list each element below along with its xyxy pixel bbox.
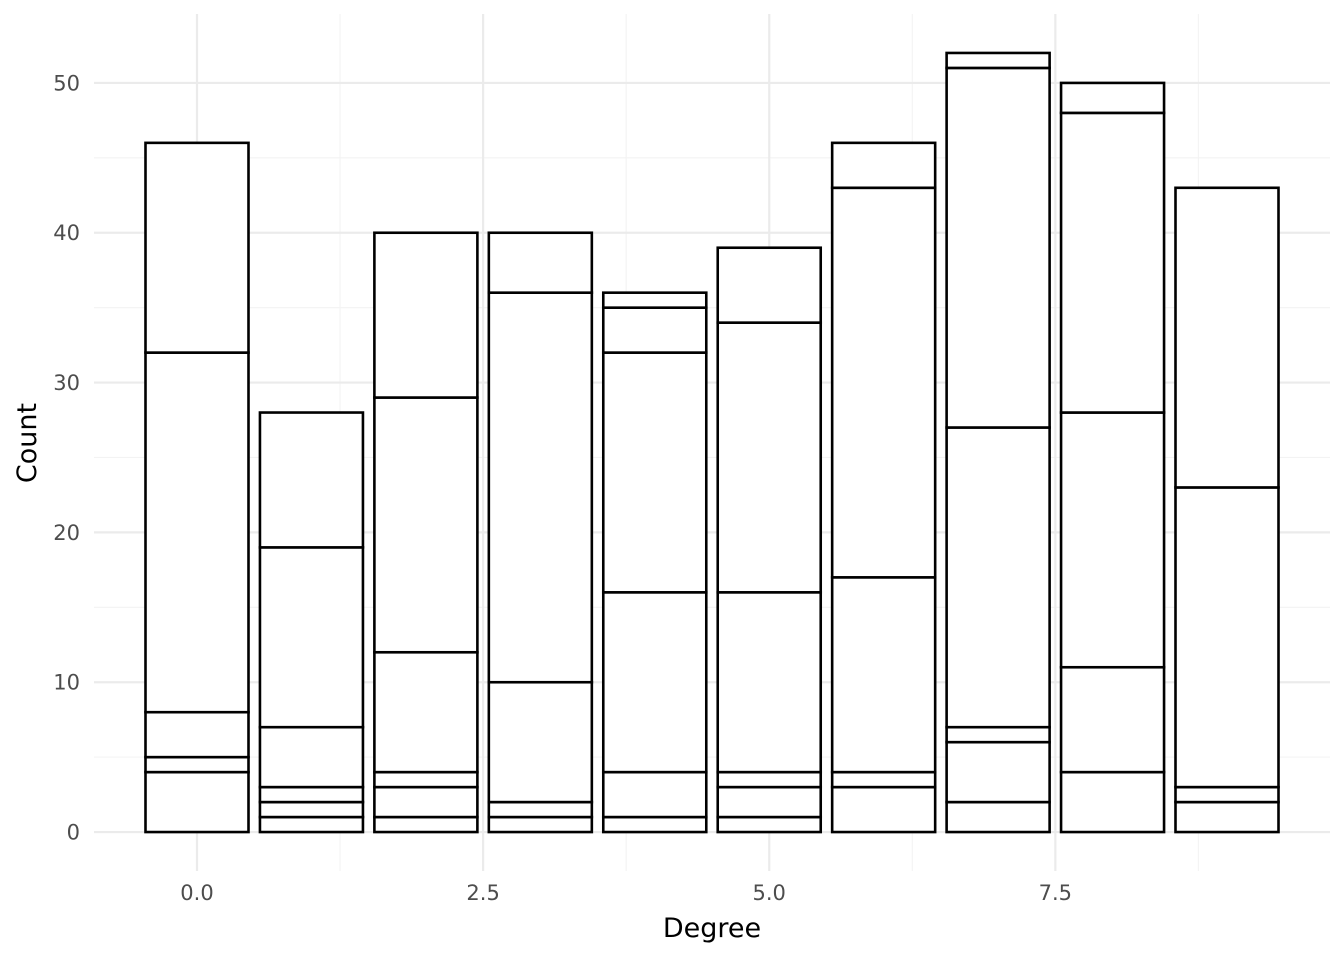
bar-stack: [601, 291, 708, 834]
bar-stack: [1174, 186, 1280, 834]
bar-segment: [830, 770, 937, 789]
bar-stack: [945, 51, 1051, 834]
bar-segment: [716, 815, 823, 834]
x-axis-ticks: 0.0 2.5 5.0 7.5: [180, 881, 1072, 905]
y-tick-label: 0: [67, 821, 80, 845]
bars: [144, 51, 1280, 834]
bar-segment: [373, 650, 479, 774]
y-axis-ticks: 0 10 20 30 40 50: [53, 71, 80, 844]
bar-segment: [601, 306, 708, 354]
bar-segment: [601, 591, 708, 774]
bar-segment: [716, 246, 823, 324]
bar-segment: [601, 815, 708, 834]
bar-segment: [1059, 770, 1166, 834]
bar-segment: [373, 815, 479, 834]
bar-segment: [830, 141, 937, 190]
bar-segment: [1174, 186, 1280, 489]
bar-segment: [144, 770, 250, 834]
bar-segment: [830, 576, 937, 774]
bar-segment: [373, 770, 479, 789]
bar-segment: [945, 426, 1051, 729]
bar-stack: [1059, 81, 1166, 834]
bar-stack: [487, 231, 594, 834]
bar-segment: [373, 396, 479, 654]
bar-segment: [258, 815, 365, 834]
bar-segment: [601, 291, 708, 309]
bar-segment: [716, 770, 823, 789]
bar-stack: [258, 411, 365, 834]
bar-segment: [487, 680, 594, 804]
bar-segment: [1174, 486, 1280, 789]
bar-stack: [830, 141, 937, 834]
bar-segment: [830, 785, 937, 834]
bar-segment: [258, 411, 365, 549]
bar-stack: [373, 231, 479, 834]
bar-segment: [1174, 785, 1280, 804]
x-tick-label: 2.5: [466, 881, 499, 905]
bar-segment: [258, 546, 365, 729]
bar-segment: [373, 231, 479, 399]
bar-segment: [144, 351, 250, 714]
y-tick-label: 20: [53, 521, 80, 545]
bar-segment: [1059, 81, 1166, 115]
bar-segment: [487, 231, 594, 294]
y-tick-label: 10: [53, 671, 80, 695]
y-tick-label: 30: [53, 371, 80, 395]
bar-segment: [373, 785, 479, 819]
bar-segment: [716, 785, 823, 819]
x-tick-label: 0.0: [180, 881, 213, 905]
x-tick-label: 7.5: [1039, 881, 1072, 905]
bar-stack: [144, 141, 250, 834]
bar-segment: [487, 800, 594, 819]
bar-segment: [258, 785, 365, 804]
bar-segment: [601, 351, 708, 594]
y-tick-label: 40: [53, 221, 80, 245]
bar-segment: [144, 710, 250, 759]
x-tick-label: 5.0: [753, 881, 786, 905]
bar-segment: [830, 186, 937, 579]
y-tick-label: 50: [53, 71, 80, 95]
bar-segment: [945, 66, 1051, 429]
bar-segment: [945, 725, 1051, 744]
y-axis-title: Count: [12, 403, 43, 483]
bar-segment: [258, 725, 365, 789]
bar-segment: [144, 141, 250, 354]
bar-segment: [1059, 111, 1166, 414]
bar-segment: [945, 740, 1051, 804]
bar-segment: [258, 800, 365, 819]
bar-segment: [945, 51, 1051, 70]
bar-stack: [716, 246, 823, 834]
bar-segment: [1059, 665, 1166, 774]
bar-segment: [1174, 800, 1280, 834]
bar-segment: [716, 321, 823, 594]
bar-segment: [945, 800, 1051, 834]
bar-segment: [487, 291, 594, 684]
bar-segment: [601, 770, 708, 819]
bar-segment: [1059, 411, 1166, 669]
bar-segment: [716, 591, 823, 774]
x-axis-title: Degree: [663, 913, 761, 944]
bar-segment: [144, 755, 250, 774]
bar-segment: [487, 815, 594, 834]
